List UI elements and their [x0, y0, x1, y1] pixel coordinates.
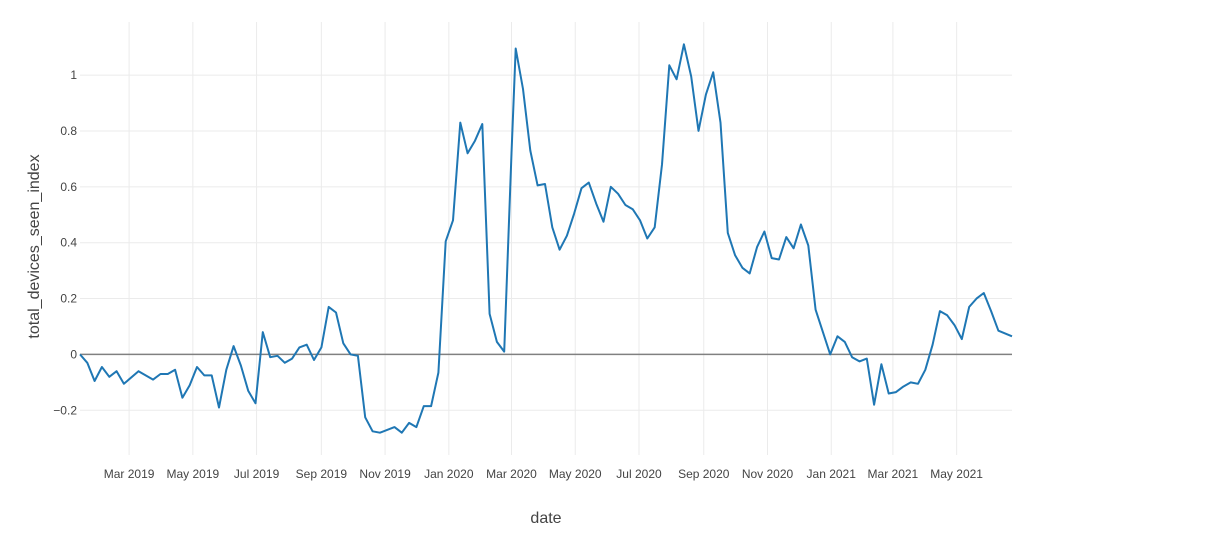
y-tick-label: −0.2: [53, 403, 77, 417]
y-axis-ticks: −0.2 0 0.2 0.4 0.6 0.8 1: [53, 68, 77, 417]
x-tick-label: Nov 2019: [359, 467, 411, 481]
x-tick-label: Mar 2019: [104, 467, 155, 481]
x-tick-label: Jan 2021: [807, 467, 857, 481]
series-line: [79, 43, 1013, 434]
x-tick-label: Mar 2020: [486, 467, 537, 481]
x-axis-title: date: [530, 510, 561, 527]
y-tick-label: 0.8: [60, 124, 77, 138]
x-tick-label: May 2019: [166, 467, 219, 481]
x-tick-label: Sep 2019: [296, 467, 348, 481]
x-tick-label: Nov 2020: [742, 467, 794, 481]
x-tick-label: Jan 2020: [424, 467, 474, 481]
y-axis-title: total_devices_seen_index: [26, 154, 43, 338]
y-tick-label: 1: [70, 68, 77, 82]
x-tick-label: Mar 2021: [868, 467, 919, 481]
x-tick-label: Jul 2020: [616, 467, 662, 481]
x-tick-label: May 2021: [930, 467, 983, 481]
y-tick-label: 0.4: [60, 236, 77, 250]
y-tick-label: 0: [70, 347, 77, 361]
y-tick-label: 0.6: [60, 180, 77, 194]
x-tick-label: Sep 2020: [678, 467, 730, 481]
x-tick-label: Jul 2019: [234, 467, 280, 481]
y-tick-label: 0.2: [60, 292, 77, 306]
x-tick-label: May 2020: [549, 467, 602, 481]
x-axis-ticks: Mar 2019 May 2019 Jul 2019 Sep 2019 Nov 2019…: [104, 467, 984, 481]
